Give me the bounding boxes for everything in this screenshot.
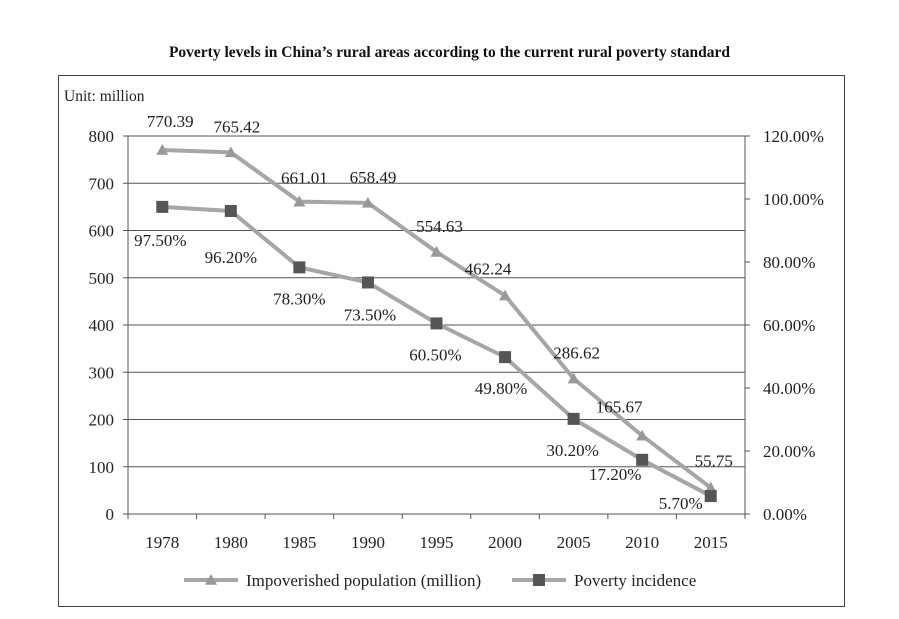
data-point-triangle [704,481,717,493]
data-label: 658.49 [350,168,397,187]
data-label: 60.50% [409,345,461,364]
left-tick-label: 400 [89,316,115,335]
data-point-triangle [224,146,237,158]
x-tick-label: 1985 [282,533,316,552]
right-tick-label: 0.00% [763,505,807,524]
legend-triangle-icon [205,574,217,585]
data-label: 554.63 [416,217,463,236]
x-tick-label: 2005 [557,533,591,552]
left-tick-label: 300 [89,363,115,382]
right-tick-label: 80.00% [763,253,815,272]
data-label: 30.20% [546,441,598,460]
data-point-square [293,261,306,274]
data-label: 49.80% [475,379,527,398]
x-tick-label: 2015 [694,533,728,552]
data-label: 661.01 [281,169,328,188]
data-label: 286.62 [553,344,600,363]
data-point-square [224,204,237,217]
legend-square-icon [533,574,545,586]
data-label: 78.30% [273,289,325,308]
right-tick-label: 40.00% [763,379,815,398]
data-label: 96.20% [205,248,257,267]
data-label: 165.67 [596,398,643,417]
chart-frame [58,75,845,607]
right-tick-label: 60.00% [763,316,815,335]
data-point-square [361,276,374,289]
x-tick-label: 1995 [420,533,454,552]
data-point-triangle [156,143,169,155]
data-point-triangle [293,195,306,207]
data-point-square [156,200,169,213]
data-point-triangle [499,289,512,301]
x-tick-label: 1990 [351,533,385,552]
data-point-square [636,453,649,466]
legend-label-incidence: Poverty incidence [574,571,696,590]
x-tick-label: 2000 [488,533,522,552]
left-tick-label: 200 [89,411,115,430]
data-label: 17.20% [589,465,641,484]
data-point-square [567,412,580,425]
data-point-triangle [636,429,649,441]
unit-label: Unit: million [64,88,145,105]
left-tick-label: 0 [106,505,115,524]
data-point-triangle [361,196,374,208]
data-point-triangle [430,245,443,257]
left-tick-label: 700 [89,174,115,193]
x-tick-label: 1980 [214,533,248,552]
data-point-square [704,490,717,503]
left-tick-label: 500 [89,269,115,288]
data-point-square [499,351,512,364]
data-label: 765.42 [213,117,260,136]
data-label: 462.24 [465,260,512,279]
data-label: 73.50% [344,305,396,324]
data-label: 770.39 [147,112,194,131]
data-label: 55.75 [695,452,733,471]
legend-label-population: Impoverished population (million) [246,571,481,590]
chart-title: Poverty levels in China’s rural areas ac… [168,44,731,61]
left-tick-label: 100 [89,458,115,477]
data-point-triangle [567,372,580,384]
data-label: 97.50% [134,231,186,250]
right-tick-label: 120.00% [763,127,824,146]
data-label: 5.70% [659,494,703,513]
left-tick-label: 800 [89,127,115,146]
x-tick-label: 1978 [145,533,179,552]
right-tick-label: 100.00% [763,190,824,209]
x-tick-label: 2010 [625,533,659,552]
left-tick-label: 600 [89,222,115,241]
data-point-square [430,317,443,330]
right-tick-label: 20.00% [763,442,815,461]
